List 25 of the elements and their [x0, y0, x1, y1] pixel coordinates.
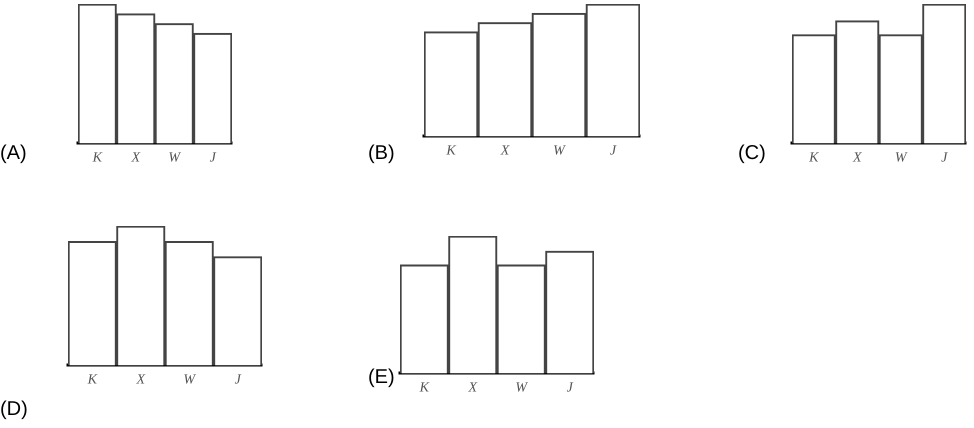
x-tick-label: X	[130, 150, 140, 166]
x-tick-label: K	[445, 143, 456, 158]
text: (A)	[0, 142, 27, 165]
x-tick-label: W	[515, 380, 528, 396]
x-tick-label: X	[500, 143, 510, 158]
x-tick-label: K	[86, 372, 98, 388]
text: (C)	[738, 142, 766, 165]
x-tick-label: W	[894, 150, 908, 166]
x-tick-label: J	[234, 372, 242, 388]
x-tick-label: W	[183, 372, 196, 388]
x-tick-label: W	[553, 143, 566, 158]
x-tick-label: J	[210, 150, 217, 166]
x-tick-label: W	[168, 150, 182, 166]
x-tick-label: J	[566, 380, 574, 396]
text: (E)	[368, 366, 395, 389]
x-tick-label: J	[610, 143, 617, 158]
x-tick-label: K	[92, 150, 103, 166]
x-tick-label: X	[467, 380, 478, 396]
x-tick-label: K	[808, 150, 820, 166]
x-tick-label: X	[852, 150, 862, 166]
x-tick-label: X	[135, 372, 146, 388]
text: (D)	[0, 398, 28, 421]
x-tick-label: J	[941, 150, 948, 166]
x-tick-label: K	[418, 380, 430, 396]
text: (B)	[368, 142, 395, 165]
